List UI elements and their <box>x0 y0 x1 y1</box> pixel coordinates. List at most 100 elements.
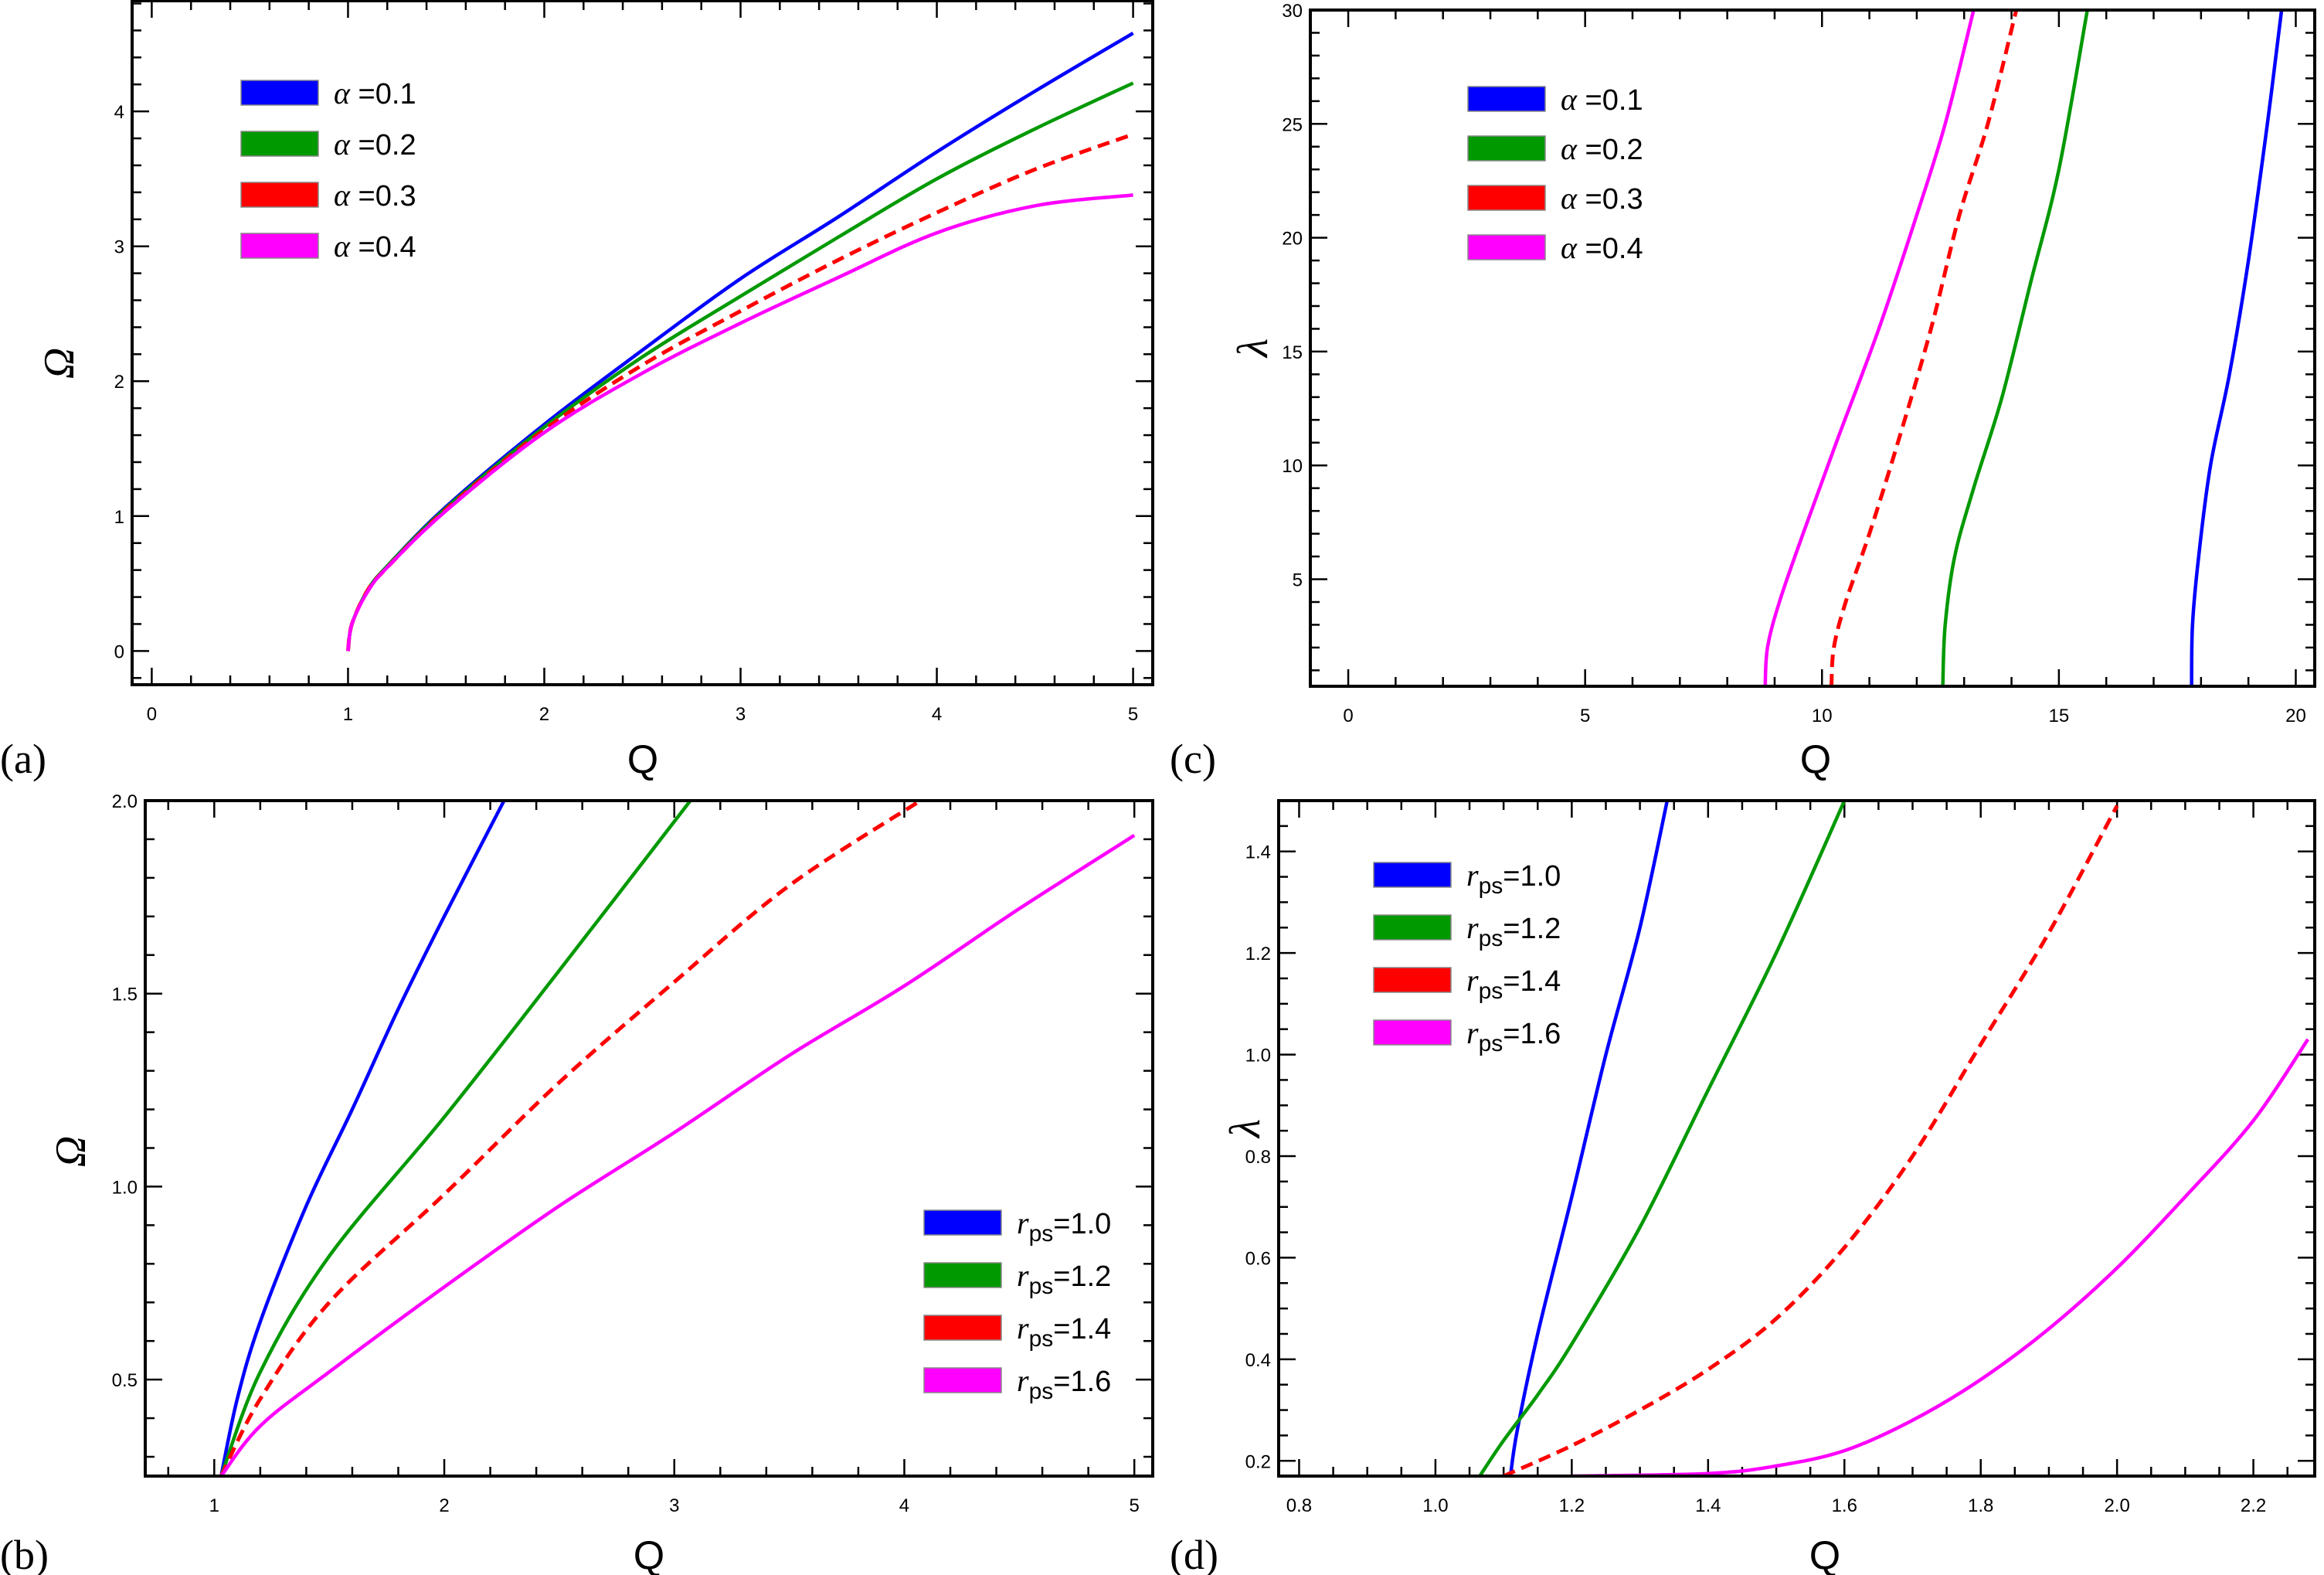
panel-label: (a) <box>0 736 46 782</box>
legend-swatch <box>1373 914 1452 941</box>
series-line-0-3 <box>1830 10 2019 686</box>
legend-symbol: α <box>334 229 351 264</box>
legend-label: rps=1.2 <box>1017 1258 1111 1299</box>
legend-value: =1.4 <box>1053 1313 1111 1345</box>
legend-value: =0.2 <box>350 129 416 162</box>
legend-label: α =0.2 <box>1561 131 1643 166</box>
legend-item: α =0.1 <box>1467 82 1643 117</box>
minor-ticks <box>1279 799 2315 1476</box>
legend-subscript: ps <box>1029 1274 1054 1299</box>
x-axis-title: Q <box>1800 737 1831 782</box>
legend-symbol: r <box>1466 910 1479 945</box>
legend-item: rps=1.4 <box>1373 963 1561 1004</box>
legend-subscript: ps <box>1029 1379 1054 1404</box>
x-tick-label: 1.0 <box>1422 1495 1448 1516</box>
y-tick-label: 1 <box>114 507 124 528</box>
y-axis-title: Ω <box>47 1136 95 1168</box>
legend-item: α =0.3 <box>240 178 416 213</box>
y-tick-label: 25 <box>1282 114 1303 135</box>
legend-symbol: α <box>334 76 351 111</box>
legend-value: =0.2 <box>1577 134 1643 166</box>
legend-subscript: ps <box>1479 1031 1503 1056</box>
legend-value: =0.3 <box>1577 183 1643 216</box>
x-tick-label: 2 <box>539 704 549 725</box>
x-tick-label: 0.8 <box>1286 1495 1312 1516</box>
series-line-rps1-2 <box>1478 801 1847 1476</box>
minor-ticks <box>1310 9 2315 686</box>
legend-label: rps=1.6 <box>1466 1015 1561 1056</box>
y-tick-label: 3 <box>114 237 124 258</box>
legend-label: rps=1.4 <box>1017 1311 1111 1352</box>
series-line-rps1-4 <box>1503 805 2119 1476</box>
legend-value: =1.6 <box>1053 1366 1111 1398</box>
legend-swatch <box>1467 135 1546 162</box>
x-tick-label: 20 <box>2285 706 2306 726</box>
x-tick-label: 4 <box>932 704 942 725</box>
legend-item: rps=1.6 <box>923 1363 1111 1404</box>
series-line-rps1-2 <box>219 801 692 1476</box>
x-tick-label: 4 <box>899 1495 909 1516</box>
plot-frame <box>144 799 1154 1478</box>
legend-symbol: α <box>334 127 351 162</box>
legend-value: =0.4 <box>350 231 416 264</box>
legend-swatch <box>923 1367 1002 1393</box>
x-tick-label: 1.2 <box>1559 1495 1585 1516</box>
legend: α =0.1α =0.2α =0.3α =0.4 <box>240 76 416 264</box>
legend-swatch <box>240 233 319 259</box>
legend-item: α =0.2 <box>1467 131 1643 166</box>
x-tick-label: 0 <box>147 704 157 725</box>
y-axis-title: λ <box>1229 338 1277 359</box>
series-line-rps1-6 <box>1571 1038 2310 1476</box>
y-tick-label: 2 <box>114 372 124 393</box>
y-tick-label: 0.5 <box>112 1370 138 1391</box>
y-tick-label: 1.4 <box>1245 842 1271 863</box>
legend: α =0.1α =0.2α =0.3α =0.4 <box>1467 82 1643 265</box>
legend-value: =1.6 <box>1503 1018 1561 1050</box>
legend-label: rps=1.6 <box>1017 1363 1111 1404</box>
series-line-0-1 <box>346 31 1134 651</box>
legend-symbol: α <box>1561 82 1578 117</box>
legend-subscript: ps <box>1479 926 1503 951</box>
y-tick-label: 1.0 <box>1245 1046 1271 1066</box>
x-axis-title: Q <box>627 737 658 782</box>
x-tick-label: 10 <box>1812 706 1833 726</box>
y-tick-label: 0 <box>114 641 124 662</box>
x-tick-label: 2.2 <box>2241 1495 2266 1516</box>
y-tick-label: 2.0 <box>112 791 138 812</box>
legend-subscript: ps <box>1479 873 1503 899</box>
legend-item: rps=1.6 <box>1373 1015 1561 1056</box>
y-tick-label: 5 <box>1293 570 1303 591</box>
legend-swatch <box>923 1262 1002 1288</box>
panel-d: 0.8 1.0 1.2 1.4 1.6 1.8 2.0 2.2 0.2 0.4 0.6 0.8 1.0 1… <box>1170 799 2316 1575</box>
legend-value: =0.1 <box>350 78 416 111</box>
legend-item: rps=1.0 <box>1373 858 1561 899</box>
legend-symbol: α <box>334 178 351 213</box>
legend-item: α =0.1 <box>240 76 416 111</box>
series-line-0-4 <box>1763 10 1976 686</box>
legend-symbol: r <box>1017 1258 1029 1293</box>
legend-label: rps=1.4 <box>1466 963 1561 1004</box>
legend-symbol: r <box>1466 963 1479 998</box>
y-tick-label: 15 <box>1282 342 1303 363</box>
legend-label: rps=1.0 <box>1466 858 1561 899</box>
legend-label: rps=1.0 <box>1017 1206 1111 1247</box>
legend-symbol: r <box>1017 1206 1029 1240</box>
legend-subscript: ps <box>1479 978 1503 1004</box>
legend-swatch <box>923 1209 1002 1236</box>
legend-item: rps=1.2 <box>1373 910 1561 951</box>
legend-swatch <box>240 182 319 208</box>
y-tick-label: 1.5 <box>112 985 138 1005</box>
legend-label: α =0.1 <box>1561 82 1643 117</box>
legend-label: rps=1.2 <box>1466 910 1561 951</box>
x-tick-label: 1.4 <box>1695 1495 1721 1516</box>
legend-item: α =0.3 <box>1467 181 1643 216</box>
x-tick-label: 3 <box>669 1495 679 1516</box>
series-line-0-4 <box>346 193 1133 651</box>
x-tick-label: 5 <box>1128 704 1138 725</box>
y-tick-label: 0.2 <box>1245 1451 1271 1472</box>
x-tick-label: 1 <box>209 1495 219 1516</box>
legend-symbol: α <box>1561 131 1578 166</box>
panel-label: (b) <box>0 1532 49 1575</box>
